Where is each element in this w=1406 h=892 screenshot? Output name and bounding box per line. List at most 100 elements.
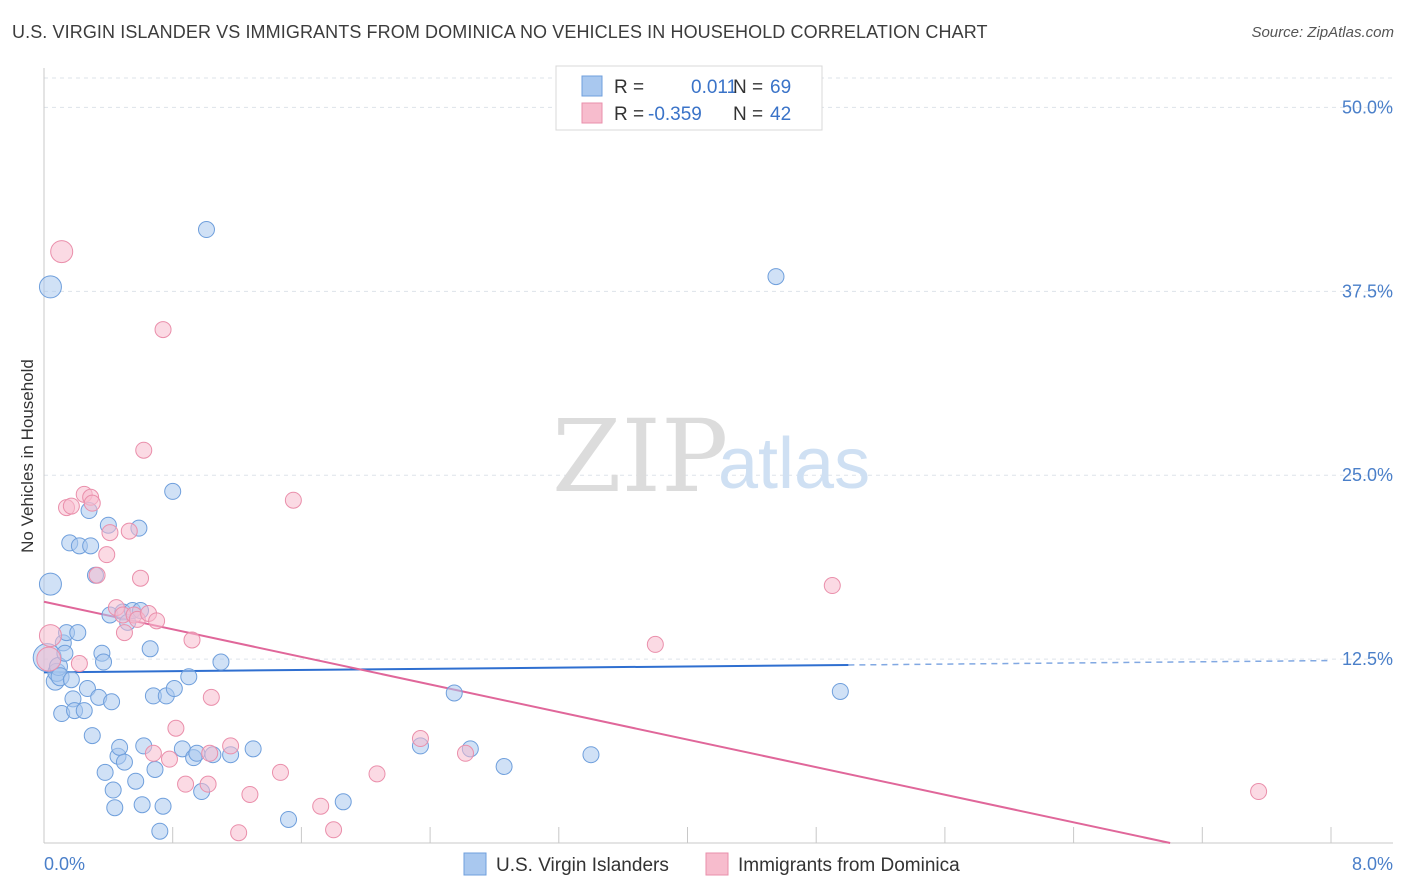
point-pink-14 xyxy=(115,624,133,642)
y-tick-label-3: 50.0% xyxy=(1342,97,1393,117)
point-blue-15 xyxy=(69,624,87,642)
legend-r-label-blue: R = xyxy=(614,77,644,98)
trend-lines xyxy=(43,600,1332,844)
legend-n-label-blue: N = xyxy=(733,77,763,98)
point-pink-4 xyxy=(62,497,80,515)
point-pink-19 xyxy=(135,441,153,459)
point-pink-35 xyxy=(284,491,302,509)
point-pink-9 xyxy=(88,566,106,584)
point-pink-27 xyxy=(183,631,201,649)
series-legend: U.S. Virgin Islanders Immigrants from Do… xyxy=(463,852,960,876)
point-blue-33 xyxy=(111,738,129,756)
point-blue-45 xyxy=(146,760,164,778)
point-pink-8 xyxy=(83,494,101,512)
point-blue-46 xyxy=(151,822,169,840)
y-tick-label-1: 25.0% xyxy=(1342,465,1393,485)
point-blue-25 xyxy=(95,653,113,671)
point-blue-31 xyxy=(106,799,124,817)
point-pink-23 xyxy=(154,321,172,339)
x-tick-labels: 0.0% 8.0% xyxy=(44,854,1393,874)
point-blue-52 xyxy=(180,668,198,686)
point-pink-15 xyxy=(120,522,138,540)
legend-box: R = 0.011 N = 69 R = -0.359 N = 42 xyxy=(555,65,823,131)
y-axis-label: No Vehicles in Household xyxy=(18,359,37,553)
point-blue-1 xyxy=(38,275,62,299)
point-blue-56 xyxy=(197,221,215,239)
legend-r-label-pink: R = xyxy=(614,104,644,125)
watermark: ZIP atlas xyxy=(552,398,870,515)
watermark-zip: ZIP xyxy=(552,398,728,515)
point-blue-17 xyxy=(75,702,93,720)
point-blue-26 xyxy=(96,763,114,781)
legend-r-value-pink: -0.359 xyxy=(648,104,702,125)
point-blue-58 xyxy=(212,653,230,671)
point-pink-24 xyxy=(160,750,178,768)
point-pink-11 xyxy=(101,524,119,542)
point-blue-21 xyxy=(83,727,101,745)
chart-source: Source: ZipAtlas.com xyxy=(1251,24,1394,41)
legend-swatch-pink xyxy=(581,102,603,124)
point-blue-61 xyxy=(280,810,298,828)
point-pink-31 xyxy=(222,737,240,755)
x-tick-label-1: 8.0% xyxy=(1352,854,1393,874)
point-blue-18 xyxy=(78,680,96,698)
series-legend-swatch-pink xyxy=(705,852,729,876)
point-blue-62 xyxy=(334,793,352,811)
trend-line-blue xyxy=(43,663,849,674)
point-pink-5 xyxy=(70,655,88,673)
grid-lines xyxy=(44,77,1393,660)
legend-n-label-pink: N = xyxy=(733,104,763,125)
point-blue-67 xyxy=(582,746,600,764)
point-pink-29 xyxy=(201,744,219,762)
point-pink-42 xyxy=(823,577,841,595)
series-legend-label-blue: U.S. Virgin Islanders xyxy=(496,855,669,876)
point-blue-69 xyxy=(831,682,849,700)
series-legend-label-pink: Immigrants from Dominica xyxy=(738,855,960,876)
point-blue-12 xyxy=(62,671,80,689)
point-blue-60 xyxy=(244,740,262,758)
point-pink-39 xyxy=(411,730,429,748)
point-pink-18 xyxy=(132,569,150,587)
trend-line-pink xyxy=(43,600,1171,844)
legend-swatch-blue xyxy=(581,75,603,97)
point-pink-10 xyxy=(98,546,116,564)
point-blue-66 xyxy=(495,758,513,775)
point-blue-2 xyxy=(38,572,62,596)
point-pink-41 xyxy=(646,635,664,653)
point-pink-30 xyxy=(202,688,220,706)
trend-line-blue-extension xyxy=(848,659,1332,666)
point-pink-32 xyxy=(230,824,248,842)
point-blue-43 xyxy=(141,640,159,658)
point-blue-68 xyxy=(767,268,785,286)
point-blue-38 xyxy=(127,772,145,790)
point-pink-37 xyxy=(325,821,343,839)
point-blue-41 xyxy=(133,796,151,814)
chart-title: U.S. VIRGIN ISLANDER VS IMMIGRANTS FROM … xyxy=(12,22,988,42)
y-tick-label-0: 12.5% xyxy=(1342,649,1393,669)
point-blue-50 xyxy=(165,680,183,698)
point-pink-43 xyxy=(1250,783,1268,801)
point-blue-20 xyxy=(82,537,100,555)
series-legend-swatch-blue xyxy=(463,852,487,876)
point-blue-64 xyxy=(445,684,463,702)
point-blue-49 xyxy=(164,482,182,500)
point-blue-30 xyxy=(104,781,122,799)
x-tick-label-0: 0.0% xyxy=(44,854,85,874)
point-pink-28 xyxy=(199,775,217,793)
y-tick-labels: 12.5% 25.0% 37.5% 50.0% xyxy=(1342,97,1393,669)
watermark-atlas: atlas xyxy=(718,424,870,504)
point-pink-2 xyxy=(50,240,74,264)
point-pink-22 xyxy=(148,612,166,630)
point-pink-40 xyxy=(456,744,474,762)
point-blue-29 xyxy=(103,693,121,711)
point-pink-0 xyxy=(36,646,62,672)
point-pink-25 xyxy=(167,719,185,737)
point-pink-26 xyxy=(177,775,195,793)
point-blue-47 xyxy=(154,797,172,815)
point-pink-33 xyxy=(241,785,259,803)
point-pink-36 xyxy=(312,797,330,815)
y-tick-label-2: 37.5% xyxy=(1342,281,1393,301)
point-blue-35 xyxy=(115,753,133,771)
point-pink-21 xyxy=(144,744,162,762)
